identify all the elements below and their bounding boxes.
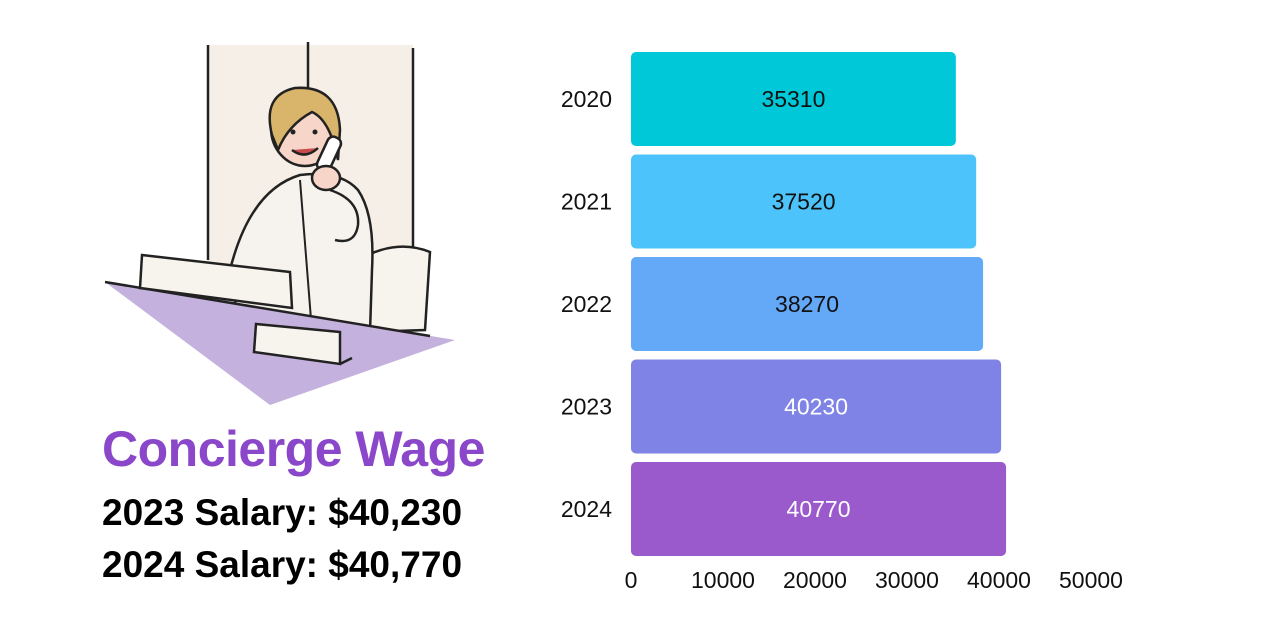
bar-value-label-2024: 40770 bbox=[787, 496, 851, 522]
eye-left bbox=[290, 129, 296, 135]
salary-2024-text: 2024 Salary: $40,770 bbox=[102, 544, 463, 585]
page-title: Concierge Wage bbox=[102, 421, 485, 477]
concierge-illustration bbox=[104, 42, 455, 405]
category-label-2023: 2023 bbox=[561, 394, 612, 420]
bar-2023 bbox=[631, 359, 1002, 454]
monitor bbox=[138, 253, 294, 310]
wage-bar-chart: 35310 2020 37520 2021 38270 2022 40230 2023 4077… bbox=[561, 52, 1123, 593]
category-label-2021: 2021 bbox=[561, 189, 612, 215]
category-label-2024: 2024 bbox=[561, 496, 612, 522]
x-tick-label-50000: 50000 bbox=[1059, 567, 1123, 593]
x-tick-label-0: 0 bbox=[625, 567, 638, 593]
raised-arm bbox=[329, 188, 360, 243]
bar-value-label-2020: 35310 bbox=[761, 86, 825, 112]
x-tick-label-20000: 20000 bbox=[783, 567, 847, 593]
smile bbox=[291, 147, 319, 156]
x-tick-label-40000: 40000 bbox=[967, 567, 1031, 593]
category-label-2022: 2022 bbox=[561, 291, 612, 317]
chair bbox=[366, 245, 432, 334]
jacket-seam bbox=[299, 179, 313, 333]
x-tick-label-30000: 30000 bbox=[875, 567, 939, 593]
category-label-2020: 2020 bbox=[561, 86, 612, 112]
eye-right bbox=[312, 129, 318, 135]
bar-2022 bbox=[631, 257, 984, 351]
bar-2024 bbox=[631, 462, 1007, 556]
bar-value-label-2021: 37520 bbox=[772, 189, 836, 215]
bar-value-label-2023: 40230 bbox=[784, 394, 848, 420]
bar-2020 bbox=[631, 52, 956, 146]
bar-value-label-2022: 38270 bbox=[775, 291, 839, 317]
hand bbox=[310, 164, 342, 192]
hair bbox=[268, 86, 342, 161]
name-plate-base bbox=[339, 356, 353, 366]
x-tick-label-10000: 10000 bbox=[691, 567, 755, 593]
bar-2021 bbox=[631, 154, 977, 249]
salary-2023-text: 2023 Salary: $40,230 bbox=[102, 492, 463, 533]
